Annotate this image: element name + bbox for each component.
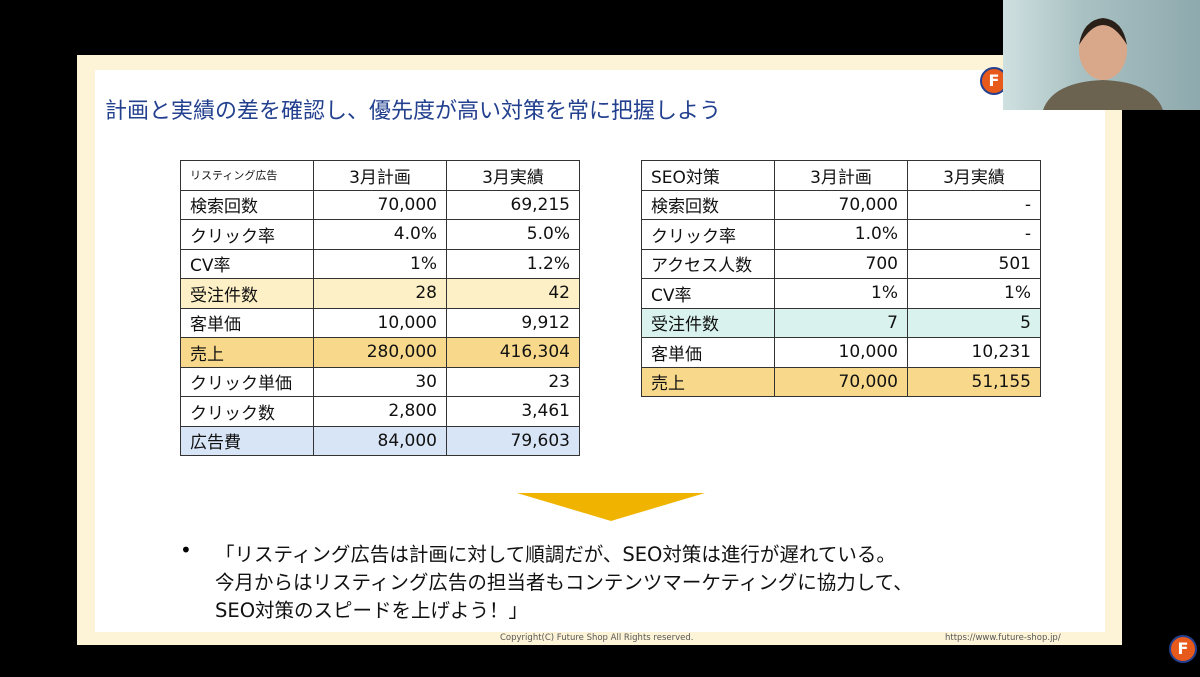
logo: F xyxy=(1169,635,1197,663)
table-cell: 広告費 xyxy=(180,425,314,456)
table-cell: 7 xyxy=(774,307,908,338)
table-cell: 1% xyxy=(313,248,447,279)
table-cell: - xyxy=(907,219,1041,250)
table-row: 受注件数 28 42 xyxy=(180,278,580,309)
table-cell: CV率 xyxy=(641,278,775,309)
table-row: クリック率 1.0% - xyxy=(641,219,1041,250)
table-cell: 70,000 xyxy=(774,366,908,397)
table-cell: 検索回数 xyxy=(180,189,314,220)
header-cell: 3月計画 xyxy=(774,160,908,191)
table-cell: クリック率 xyxy=(641,219,775,250)
table-cell: 受注件数 xyxy=(180,278,314,309)
table-cell: - xyxy=(907,189,1041,220)
table-row: 検索回数 70,000- xyxy=(641,189,1041,220)
table-row: CV率 1% 1% xyxy=(641,278,1041,309)
table-cell: 79,603 xyxy=(446,425,580,456)
table-cell: 4.0% xyxy=(313,219,447,250)
webcam-person xyxy=(1043,18,1163,110)
table-cell: 5 xyxy=(907,307,1041,338)
bullet: • xyxy=(180,538,192,562)
header-cell: 3月計画 xyxy=(313,160,447,191)
table-cell: 3,461 xyxy=(446,396,580,427)
table-cell: 10,000 xyxy=(313,307,447,338)
table-cell: CV率 xyxy=(180,248,314,279)
header-row: リスティング広告 3月計画 3月実績 xyxy=(180,160,580,191)
table-cell: 客単価 xyxy=(641,337,775,368)
table-cell: 検索回数 xyxy=(641,189,775,220)
table-cell: 受注件数 xyxy=(641,307,775,338)
table-cell: 売上 xyxy=(641,366,775,397)
data-table: SEO対策 3月計画 3月実績 検索回数 70,000- クリック率 1.0% - アクセス人数… xyxy=(641,160,1041,397)
table-cell: 30 xyxy=(313,366,447,397)
bullet-line: SEO対策のスピードを上げよう！」 xyxy=(215,599,529,622)
down-arrow xyxy=(517,493,705,521)
table-cell: 23 xyxy=(446,366,580,397)
table-row: 売上 280,000 416,304 xyxy=(180,337,580,368)
table-cell: 1% xyxy=(774,278,908,309)
header-row: SEO対策 3月計画 3月実績 xyxy=(641,160,1041,191)
webcam-video xyxy=(1003,0,1200,110)
table-row: クリック数 2,800 3,461 xyxy=(180,396,580,427)
table-cell: 5.0% xyxy=(446,219,580,250)
header-cell: SEO対策 xyxy=(641,160,775,191)
table-cell: 9,912 xyxy=(446,307,580,338)
table-cell: クリック率 xyxy=(180,219,314,250)
header-cell: 3月実績 xyxy=(907,160,1041,191)
table-cell: 1.2% xyxy=(446,248,580,279)
table-cell: 70,000 xyxy=(313,189,447,220)
table-cell: 280,000 xyxy=(313,337,447,368)
copyright: Copyright(C) Future Shop All Rights rese… xyxy=(500,633,694,643)
table-cell: 2,800 xyxy=(313,396,447,427)
header-cell: リスティング広告 xyxy=(180,160,314,191)
table-row: 広告費 84,000 79,603 xyxy=(180,425,580,456)
table-cell: 70,000 xyxy=(774,189,908,220)
url: https://www.future-shop.jp/ xyxy=(945,633,1061,643)
table-cell: アクセス人数 xyxy=(641,248,775,279)
bullet-line: 今月からはリスティング広告の担当者もコンテンツマーケティングに協力して、 xyxy=(215,571,913,594)
table-cell: 69,215 xyxy=(446,189,580,220)
table-row: 受注件数 7 5 xyxy=(641,307,1041,338)
table-row: クリック率 4.0% 5.0% xyxy=(180,219,580,250)
table-row: 売上 70,000 51,155 xyxy=(641,366,1041,397)
table-row: 客単価 10,000 9,912 xyxy=(180,307,580,338)
bullet-line: 「リスティング広告は計画に対して順調だが、SEO対策は進行が遅れている。 xyxy=(215,543,896,566)
table-row: アクセス人数 700 501 xyxy=(641,248,1041,279)
data-table: リスティング広告 3月計画 3月実績 検索回数 70,000 69,215 クリック率 4.0… xyxy=(180,160,580,456)
table-cell: 28 xyxy=(313,278,447,309)
table-row: 客単価 10,000 10,231 xyxy=(641,337,1041,368)
table-cell: 売上 xyxy=(180,337,314,368)
table-cell: 700 xyxy=(774,248,908,279)
table-cell: 10,231 xyxy=(907,337,1041,368)
table-cell: 10,000 xyxy=(774,337,908,368)
table-cell: 客単価 xyxy=(180,307,314,338)
table-cell: 51,155 xyxy=(907,366,1041,397)
table-cell: クリック単価 xyxy=(180,366,314,397)
table-cell: 501 xyxy=(907,248,1041,279)
table-row: クリック単価 30 23 xyxy=(180,366,580,397)
table-row: 検索回数 70,000 69,215 xyxy=(180,189,580,220)
slide-title: 計画と実績の差を確認し、優先度が高い対策を常に把握しよう xyxy=(105,99,722,124)
table-cell: 1.0% xyxy=(774,219,908,250)
table-cell: クリック数 xyxy=(180,396,314,427)
header-cell: 3月実績 xyxy=(446,160,580,191)
table-cell: 42 xyxy=(446,278,580,309)
table-cell: 1% xyxy=(907,278,1041,309)
table-row: CV率 1% 1.2% xyxy=(180,248,580,279)
table-cell: 84,000 xyxy=(313,425,447,456)
table-cell: 416,304 xyxy=(446,337,580,368)
